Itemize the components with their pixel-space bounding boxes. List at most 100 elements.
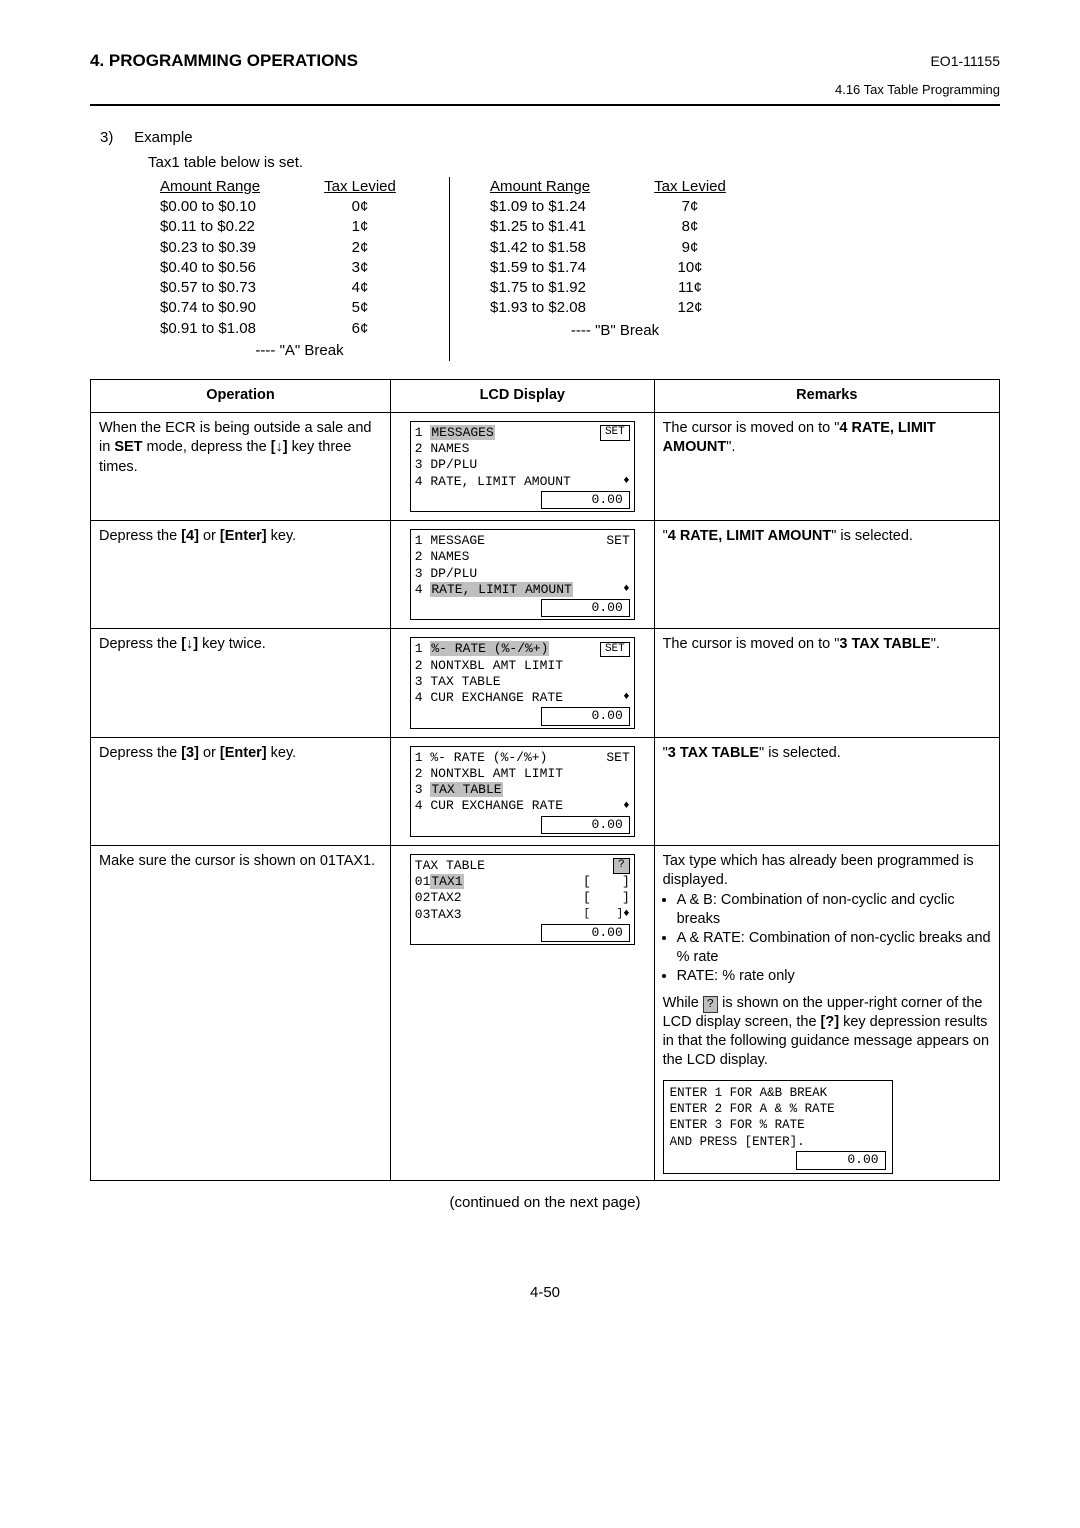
table-row: Depress the [↓] key twice.1 %- RATE (%-/…	[91, 629, 1000, 737]
tax-levied: 9¢	[640, 238, 740, 258]
lcd-right: [ ]	[583, 874, 630, 890]
head-lcd: LCD Display	[390, 380, 654, 413]
operation-cell: Depress the [4] or [Enter] key.	[91, 521, 391, 629]
lcd-item: 2 NAMES	[415, 549, 470, 565]
lcd-right: [ ]♦	[584, 908, 630, 922]
lcd-display: 1 %- RATE (%-/%+)SET2 NONTXBL AMT LIMIT3…	[410, 746, 635, 837]
tax-row: $1.75 to $1.9211¢	[490, 278, 740, 298]
guidance-value: 0.00	[796, 1151, 885, 1170]
lcd-value-row: 0.00	[415, 707, 630, 725]
remarks-bullet: A & RATE: Combination of non-cyclic brea…	[677, 929, 991, 967]
tax-levied: 12¢	[640, 298, 740, 318]
remarks-cell: Tax type which has already been programm…	[654, 845, 999, 1180]
lcd-line: 1 MESSAGE SET	[415, 533, 630, 549]
head-remarks: Remarks	[654, 380, 999, 413]
lcd-line: 3 DP/PLU	[415, 566, 630, 582]
lcd-value: 0.00	[541, 924, 630, 942]
lcd-item: 1 %- RATE (%-/%+)	[415, 641, 550, 657]
lcd-item: 3 DP/PLU	[415, 457, 477, 473]
tax-row: $0.00 to $0.100¢	[160, 197, 439, 217]
remarks-bullet: RATE: % rate only	[677, 967, 991, 986]
tax-row: $1.93 to $2.0812¢	[490, 298, 740, 318]
lcd-value: 0.00	[541, 816, 630, 834]
tax-row: $1.42 to $1.589¢	[490, 238, 740, 258]
tax-range: $1.93 to $2.08	[490, 298, 640, 318]
lcd-line: 1 %- RATE (%-/%+)SET	[415, 750, 630, 766]
tax-range: $1.59 to $1.74	[490, 258, 640, 278]
lcd-value-row: 0.00	[415, 816, 630, 834]
lcd-right: [ ]	[583, 890, 630, 906]
col-head-tax: Tax Levied	[310, 177, 410, 197]
tax-levied: 6¢	[310, 319, 410, 339]
lcd-line: 02TAX2 [ ]	[415, 890, 630, 906]
lcd-item: 02TAX2	[415, 890, 462, 906]
example-block: 3) Example Tax1 table below is set. Amou…	[90, 128, 1000, 361]
lcd-item: 4 RATE, LIMIT AMOUNT	[415, 474, 571, 490]
lcd-display: 1 MESSAGESET2 NAMES3 DP/PLU4 RATE, LIMIT…	[410, 529, 635, 620]
tax-range: $0.91 to $1.08	[160, 319, 310, 339]
lcd-item: 4 CUR EXCHANGE RATE	[415, 798, 563, 814]
lcd-line: 3 DP/PLU	[415, 457, 630, 473]
table-head-row: Operation LCD Display Remarks	[91, 380, 1000, 413]
example-number: 3)	[100, 128, 130, 148]
col-head-range: Amount Range	[160, 177, 310, 197]
remarks-list: A & B: Combination of non-cyclic and cyc…	[663, 891, 991, 985]
lcd-item: 3 DP/PLU	[415, 566, 477, 582]
tax-levied: 10¢	[640, 258, 740, 278]
remarks-text: "3 TAX TABLE" is selected.	[663, 744, 991, 763]
tax-levied: 0¢	[310, 197, 410, 217]
lcd-item: 01TAX1	[415, 874, 464, 890]
tax-levied: 3¢	[310, 258, 410, 278]
operation-cell: When the ECR is being outside a sale and…	[91, 412, 391, 520]
tax-head-left: Amount Range Tax Levied	[160, 177, 439, 197]
tax-range: $1.09 to $1.24	[490, 197, 640, 217]
guidance-value-row: 0.00	[670, 1151, 886, 1170]
col-head-range: Amount Range	[490, 177, 640, 197]
lcd-line: 4 CUR EXCHANGE RATE♦	[415, 690, 630, 706]
lcd-title: TAX TABLE	[415, 858, 485, 874]
table-row: Make sure the cursor is shown on 01TAX1.…	[91, 845, 1000, 1180]
remarks-text: The cursor is moved on to "3 TAX TABLE".	[663, 635, 991, 654]
lcd-line: 01TAX1 [ ]	[415, 874, 630, 890]
lcd-item: 1 MESSAGE	[415, 533, 485, 549]
lcd-value-row: 0.00	[415, 599, 630, 617]
lcd-item: 3 TAX TABLE	[415, 782, 503, 798]
lcd-display: 1 %- RATE (%-/%+)SET2 NONTXBL AMT LIMIT3…	[410, 637, 635, 728]
tax-row: $0.91 to $1.086¢	[160, 319, 439, 339]
lcd-value-row: 0.00	[415, 491, 630, 509]
head-operation: Operation	[91, 380, 391, 413]
tax-col-left: Amount Range Tax Levied $0.00 to $0.100¢…	[160, 177, 450, 361]
guidance-line: ENTER 1 FOR A&B BREAK	[670, 1085, 886, 1101]
lcd-line: 3 TAX TABLE	[415, 782, 630, 798]
lcd-line: 1 MESSAGESSET	[415, 425, 630, 441]
lcd-line: 03TAX3 [ ]♦	[415, 907, 630, 923]
lcd-cell: 1 %- RATE (%-/%+)SET2 NONTXBL AMT LIMIT3…	[390, 737, 654, 845]
lcd-item: 1 %- RATE (%-/%+)	[415, 750, 548, 766]
lcd-cell: 1 %- RATE (%-/%+)SET2 NONTXBL AMT LIMIT3…	[390, 629, 654, 737]
example-label: Example	[134, 129, 192, 146]
tax-row: $0.74 to $0.905¢	[160, 298, 439, 318]
tax-row: $1.25 to $1.418¢	[490, 217, 740, 237]
lcd-line: 3 TAX TABLE	[415, 674, 630, 690]
lcd-line: 4 RATE, LIMIT AMOUNT♦	[415, 474, 630, 490]
remarks-text: "4 RATE, LIMIT AMOUNT" is selected.	[663, 527, 991, 546]
tax-range: $0.23 to $0.39	[160, 238, 310, 258]
example-heading: 3) Example	[100, 128, 1000, 148]
guidance-line: ENTER 2 FOR A & % RATE	[670, 1101, 886, 1117]
lcd-line: 2 NONTXBL AMT LIMIT	[415, 658, 630, 674]
guidance-box: ENTER 1 FOR A&B BREAKENTER 2 FOR A & % R…	[663, 1080, 893, 1174]
tax-row: $0.40 to $0.563¢	[160, 258, 439, 278]
table-row: Depress the [3] or [Enter] key.1 %- RATE…	[91, 737, 1000, 845]
lcd-display: 1 MESSAGESSET2 NAMES3 DP/PLU4 RATE, LIMI…	[410, 421, 635, 512]
tax-levied: 5¢	[310, 298, 410, 318]
tax-range: $1.25 to $1.41	[490, 217, 640, 237]
example-subtitle: Tax1 table below is set.	[148, 153, 1000, 173]
remarks-cell: "4 RATE, LIMIT AMOUNT" is selected.	[654, 521, 999, 629]
lcd-right: SET	[606, 533, 629, 549]
lcd-cell: TAX TABLE?01TAX1[ ]02TAX2[ ]03TAX3[ ]♦0.…	[390, 845, 654, 1180]
continued-label: (continued on the next page)	[90, 1193, 1000, 1213]
page-number: 4-50	[90, 1283, 1000, 1303]
lcd-item: 03TAX3	[415, 907, 462, 923]
lcd-right: ♦	[623, 800, 630, 814]
lcd-line: 2 NONTXBL AMT LIMIT	[415, 766, 630, 782]
